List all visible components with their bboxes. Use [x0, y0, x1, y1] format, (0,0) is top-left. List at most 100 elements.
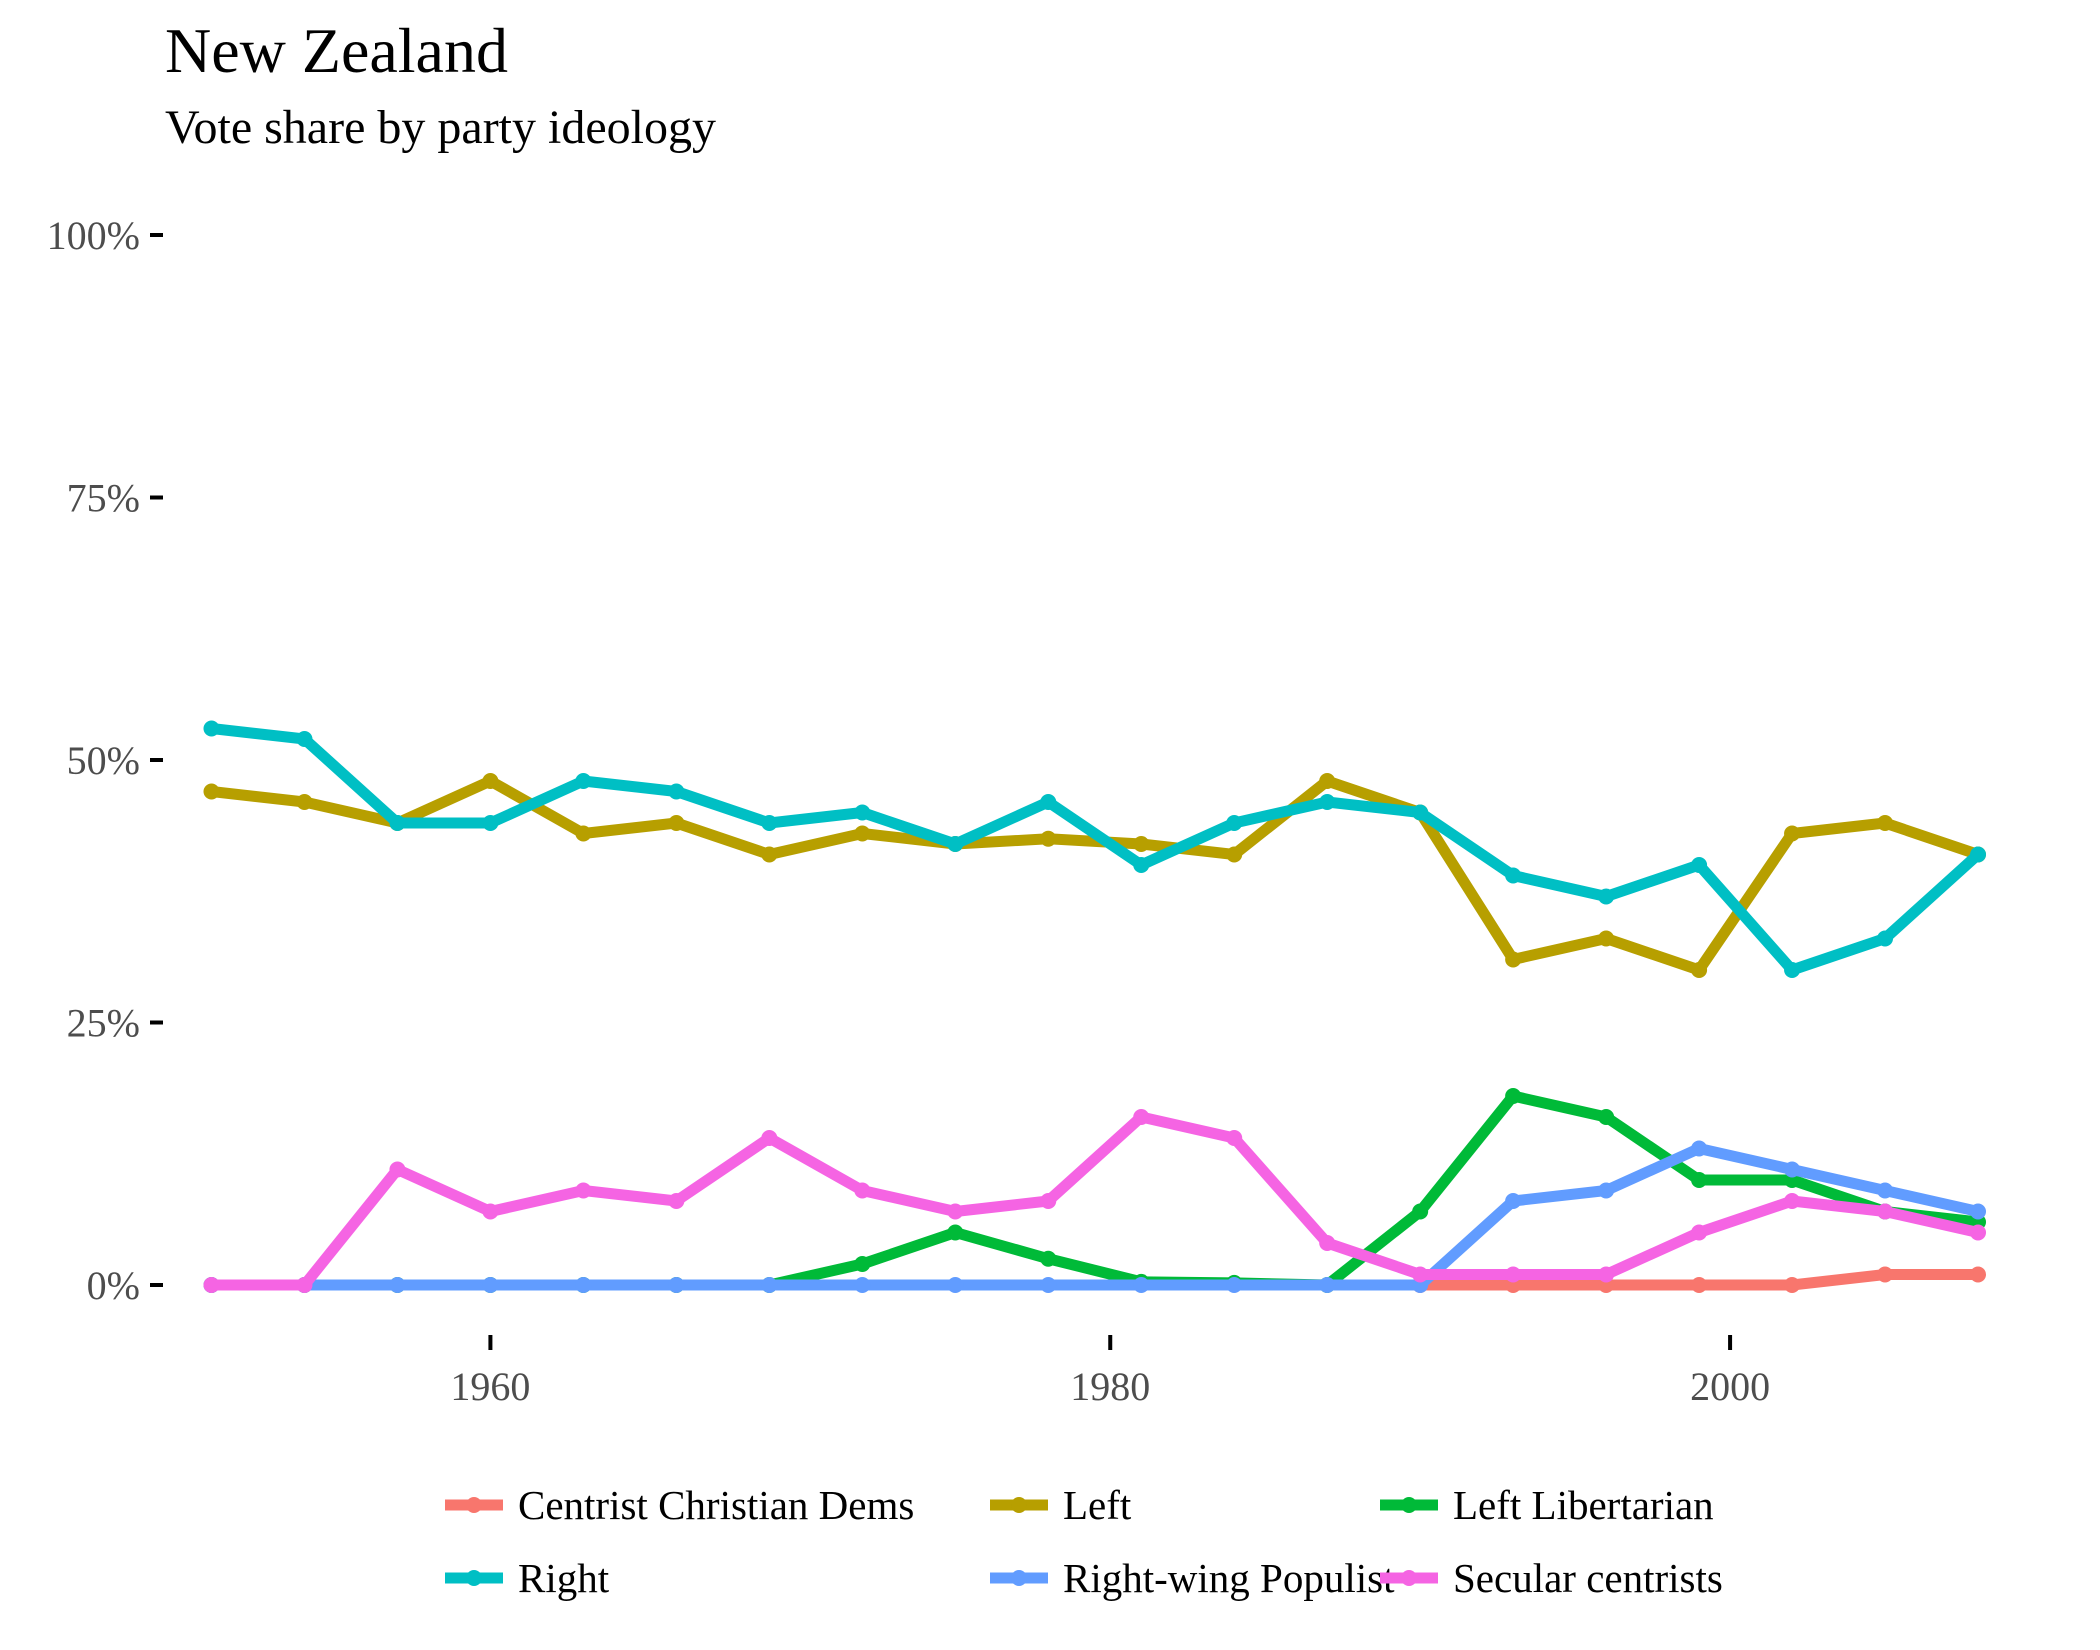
data-point: [1226, 815, 1243, 831]
data-point: [1877, 1266, 1894, 1283]
data-point: [854, 825, 871, 842]
data-point: [203, 783, 220, 800]
legend-item-left-libertarian: Left Libertarian: [1380, 1482, 1714, 1528]
data-point: [668, 783, 685, 800]
data-point: [1784, 1277, 1801, 1293]
data-point: [761, 815, 778, 831]
data-point: [1877, 815, 1894, 831]
legend-label: Centrist Christian Dems: [518, 1482, 914, 1528]
data-point: [854, 1182, 871, 1199]
data-point: [575, 825, 592, 842]
data-point: [389, 1161, 406, 1178]
data-point: [389, 1277, 406, 1293]
y-tick-label: 75%: [67, 476, 140, 521]
data-point: [668, 1277, 685, 1293]
data-point: [1133, 1277, 1150, 1293]
data-point: [575, 1182, 592, 1199]
series-left: [203, 773, 1987, 978]
data-point: [1691, 1140, 1708, 1157]
data-point: [575, 773, 592, 789]
legend: Centrist Christian Dems Left Left Libertar…: [445, 1482, 1723, 1601]
series-line: [205, 1143, 1984, 1291]
series-secular-centrists: [203, 1109, 1987, 1293]
data-point: [1040, 830, 1057, 847]
data-point: [1598, 1266, 1615, 1283]
legend-label: Secular centrists: [1453, 1555, 1723, 1601]
data-point: [1319, 1235, 1336, 1251]
data-point: [1319, 1277, 1336, 1293]
data-point: [1598, 888, 1615, 905]
data-point: [1877, 1203, 1894, 1220]
data-point: [482, 1203, 499, 1220]
legend-key-point: [1011, 1570, 1027, 1586]
data-point: [1970, 846, 1987, 863]
data-point: [947, 1203, 964, 1220]
data-point: [296, 1277, 313, 1293]
data-point: [389, 815, 406, 831]
data-point: [1412, 1203, 1429, 1220]
series-line: [205, 775, 1984, 976]
legend-label: Left Libertarian: [1453, 1482, 1714, 1528]
data-point: [296, 731, 313, 747]
chart-subtitle: Vote share by party ideology: [165, 101, 716, 154]
data-point: [1040, 1277, 1057, 1293]
data-point: [668, 815, 685, 831]
data-point: [1691, 1224, 1708, 1241]
data-point: [1226, 846, 1243, 863]
data-point: [1877, 930, 1894, 947]
series-lines: [203, 720, 1987, 1293]
data-point: [1133, 836, 1150, 852]
data-point: [1691, 857, 1708, 873]
legend-item-centrist-christian-dems: Centrist Christian Dems: [445, 1482, 914, 1528]
data-point: [1970, 1224, 1987, 1241]
data-point: [482, 1277, 499, 1293]
series-right-wing-populist: [203, 1140, 1987, 1293]
legend-key-point: [466, 1497, 482, 1513]
data-point: [1784, 1161, 1801, 1178]
y-tick-label: 50%: [67, 738, 140, 783]
legend-label: Right-wing Populist: [1063, 1555, 1395, 1601]
axes: 0% 25% 50% 75% 100% 1960 1980 2000: [47, 213, 1770, 1409]
data-point: [1598, 1109, 1615, 1125]
data-point: [1040, 1250, 1057, 1267]
data-point: [482, 773, 499, 789]
data-point: [1226, 1130, 1243, 1146]
legend-key-point: [1401, 1497, 1417, 1513]
series-right: [203, 720, 1987, 978]
data-point: [1133, 857, 1150, 873]
data-point: [854, 1256, 871, 1272]
legend-key-point: [466, 1570, 482, 1586]
data-point: [482, 815, 499, 831]
y-tick-label: 25%: [67, 1001, 140, 1046]
data-point: [1412, 1266, 1429, 1283]
legend-key-point: [1401, 1570, 1417, 1586]
data-point: [1505, 1193, 1522, 1209]
data-point: [1598, 930, 1615, 947]
x-tick-label: 1960: [450, 1364, 530, 1409]
legend-item-secular-centrists: Secular centrists: [1380, 1555, 1723, 1601]
data-point: [1412, 804, 1429, 821]
data-point: [1691, 962, 1708, 978]
data-point: [947, 836, 964, 852]
data-point: [1133, 1109, 1150, 1125]
x-tick-label: 2000: [1690, 1364, 1770, 1409]
data-point: [1040, 1193, 1057, 1209]
legend-label: Right: [518, 1555, 610, 1601]
data-point: [1598, 1182, 1615, 1199]
data-point: [1877, 1182, 1894, 1199]
legend-item-right-wing-populist: Right-wing Populist: [990, 1555, 1395, 1601]
data-point: [1319, 794, 1336, 810]
data-point: [947, 1277, 964, 1293]
series-line: [205, 723, 1984, 976]
y-tick-label: 0%: [87, 1263, 140, 1308]
data-point: [1784, 962, 1801, 978]
data-point: [668, 1193, 685, 1209]
series-left-libertarian: [203, 1088, 1987, 1293]
data-point: [296, 794, 313, 810]
data-point: [761, 1130, 778, 1146]
x-tick-label: 1980: [1070, 1364, 1150, 1409]
data-point: [1784, 1193, 1801, 1209]
data-point: [203, 720, 220, 737]
y-tick-label: 100%: [47, 213, 140, 258]
